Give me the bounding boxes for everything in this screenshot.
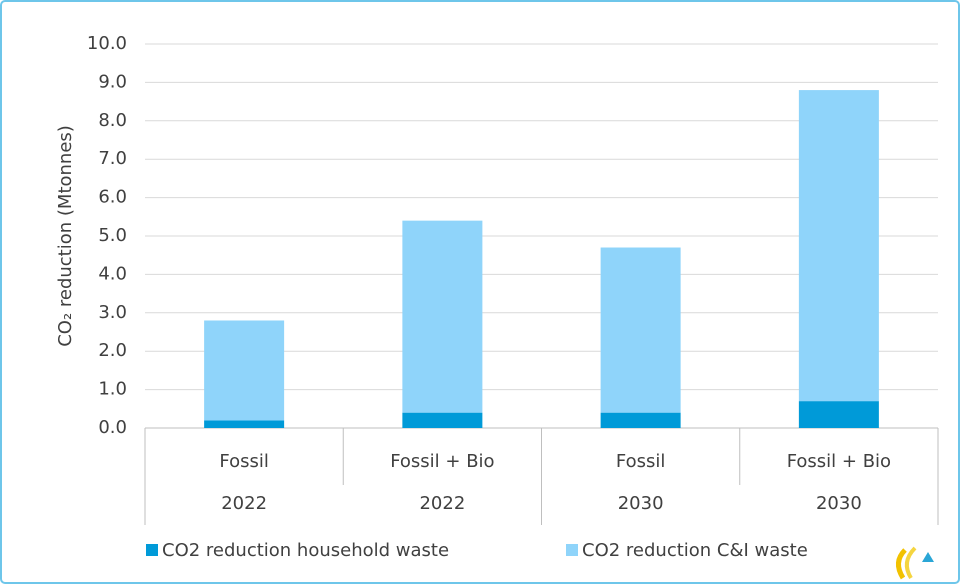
legend-swatch (566, 544, 578, 556)
x-tick-label: Fossil (616, 451, 665, 472)
y-tick-label: 10.0 (87, 33, 127, 54)
bar-segment (798, 401, 879, 428)
bar-segment (204, 420, 285, 428)
x-tick-label: Fossil + Bio (390, 451, 494, 472)
bar-segment (600, 247, 681, 413)
bar-segment (600, 412, 681, 428)
y-tick-label: 9.0 (98, 71, 127, 92)
y-tick-label: 2.0 (98, 340, 127, 361)
y-tick-label: 5.0 (98, 225, 127, 246)
y-tick-label: 7.0 (98, 148, 127, 169)
bar-segment (204, 320, 285, 421)
y-tick-label: 0.0 (98, 417, 127, 438)
x-group-label: 2022 (221, 493, 267, 514)
y-axis-label: CO₂ reduction (Mtonnes) (55, 125, 76, 347)
legend-swatch (146, 544, 158, 556)
x-tick-label: Fossil + Bio (787, 451, 891, 472)
bar-segment (402, 220, 483, 413)
bar-segment (402, 412, 483, 428)
x-group-label: 2030 (618, 493, 664, 514)
legend-label: CO2 reduction C&I waste (582, 540, 808, 561)
x-tick-label: Fossil (219, 451, 268, 472)
x-group-label: 2022 (419, 493, 465, 514)
legend-label: CO2 reduction household waste (162, 540, 449, 561)
y-tick-label: 3.0 (98, 302, 127, 323)
y-tick-label: 1.0 (98, 379, 127, 400)
y-tick-label: 6.0 (98, 187, 127, 208)
x-group-label: 2030 (816, 493, 862, 514)
bar-segment (798, 90, 879, 402)
logo (896, 546, 934, 580)
y-tick-label: 4.0 (98, 263, 127, 284)
y-tick-label: 8.0 (98, 110, 127, 131)
